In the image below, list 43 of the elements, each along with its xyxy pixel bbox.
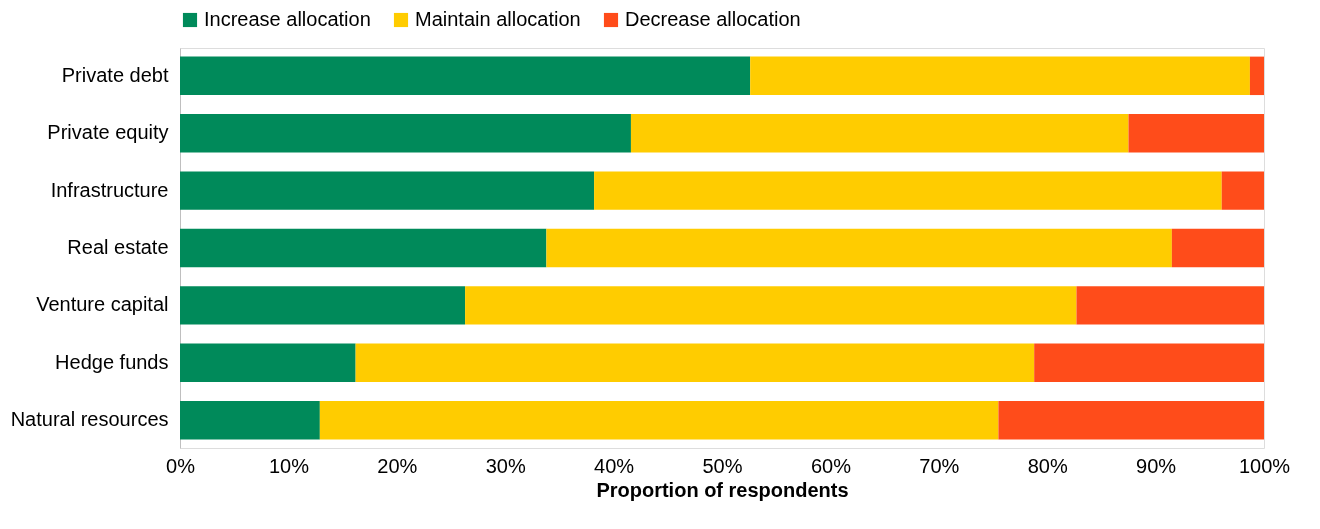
y-tick-label: Private equity — [47, 121, 169, 144]
bar — [546, 228, 1172, 268]
legend-label: Increase allocation — [204, 8, 371, 30]
bar — [1128, 114, 1264, 153]
bar — [319, 400, 999, 440]
y-tick-label: Private debt — [61, 63, 169, 86]
x-tick-label: 100% — [1238, 454, 1291, 477]
y-tick-label: Venture capital — [36, 293, 169, 316]
bar — [1171, 228, 1264, 268]
bar — [1076, 286, 1264, 325]
legend-label: Decrease allocation — [625, 8, 801, 30]
bar — [355, 343, 1035, 382]
bar — [1034, 343, 1264, 382]
bar — [180, 286, 466, 325]
bar — [750, 56, 1250, 96]
x-tick-label: 50% — [702, 454, 743, 477]
x-tick-label: 10% — [268, 454, 310, 477]
bar — [630, 114, 1129, 153]
bar — [594, 171, 1222, 210]
bar — [180, 56, 751, 96]
bar — [180, 114, 631, 153]
y-tick-label: Hedge funds — [55, 350, 169, 373]
x-tick-label: 40% — [594, 454, 635, 477]
bar — [180, 343, 356, 382]
y-tick-label: Infrastructure — [50, 178, 169, 201]
x-tick-label: 30% — [485, 454, 526, 477]
bar — [1221, 171, 1264, 210]
x-tick-label: 90% — [1136, 454, 1177, 477]
x-tick-label: 0% — [166, 454, 196, 477]
bar — [180, 400, 320, 440]
bar — [998, 400, 1264, 440]
bar — [1249, 56, 1264, 96]
x-tick-label: 70% — [919, 454, 960, 477]
bar — [180, 171, 595, 210]
bar — [465, 286, 1077, 325]
y-tick-label: Natural resources — [10, 408, 169, 431]
legend-label: Maintain allocation — [415, 8, 581, 30]
x-tick-label: 20% — [377, 454, 418, 477]
y-tick-label: Real estate — [67, 236, 169, 258]
x-axis-title: Proportion of respondents — [596, 478, 849, 501]
x-tick-label: 60% — [810, 454, 852, 477]
x-tick-label: 80% — [1027, 454, 1068, 477]
bar — [180, 228, 547, 268]
